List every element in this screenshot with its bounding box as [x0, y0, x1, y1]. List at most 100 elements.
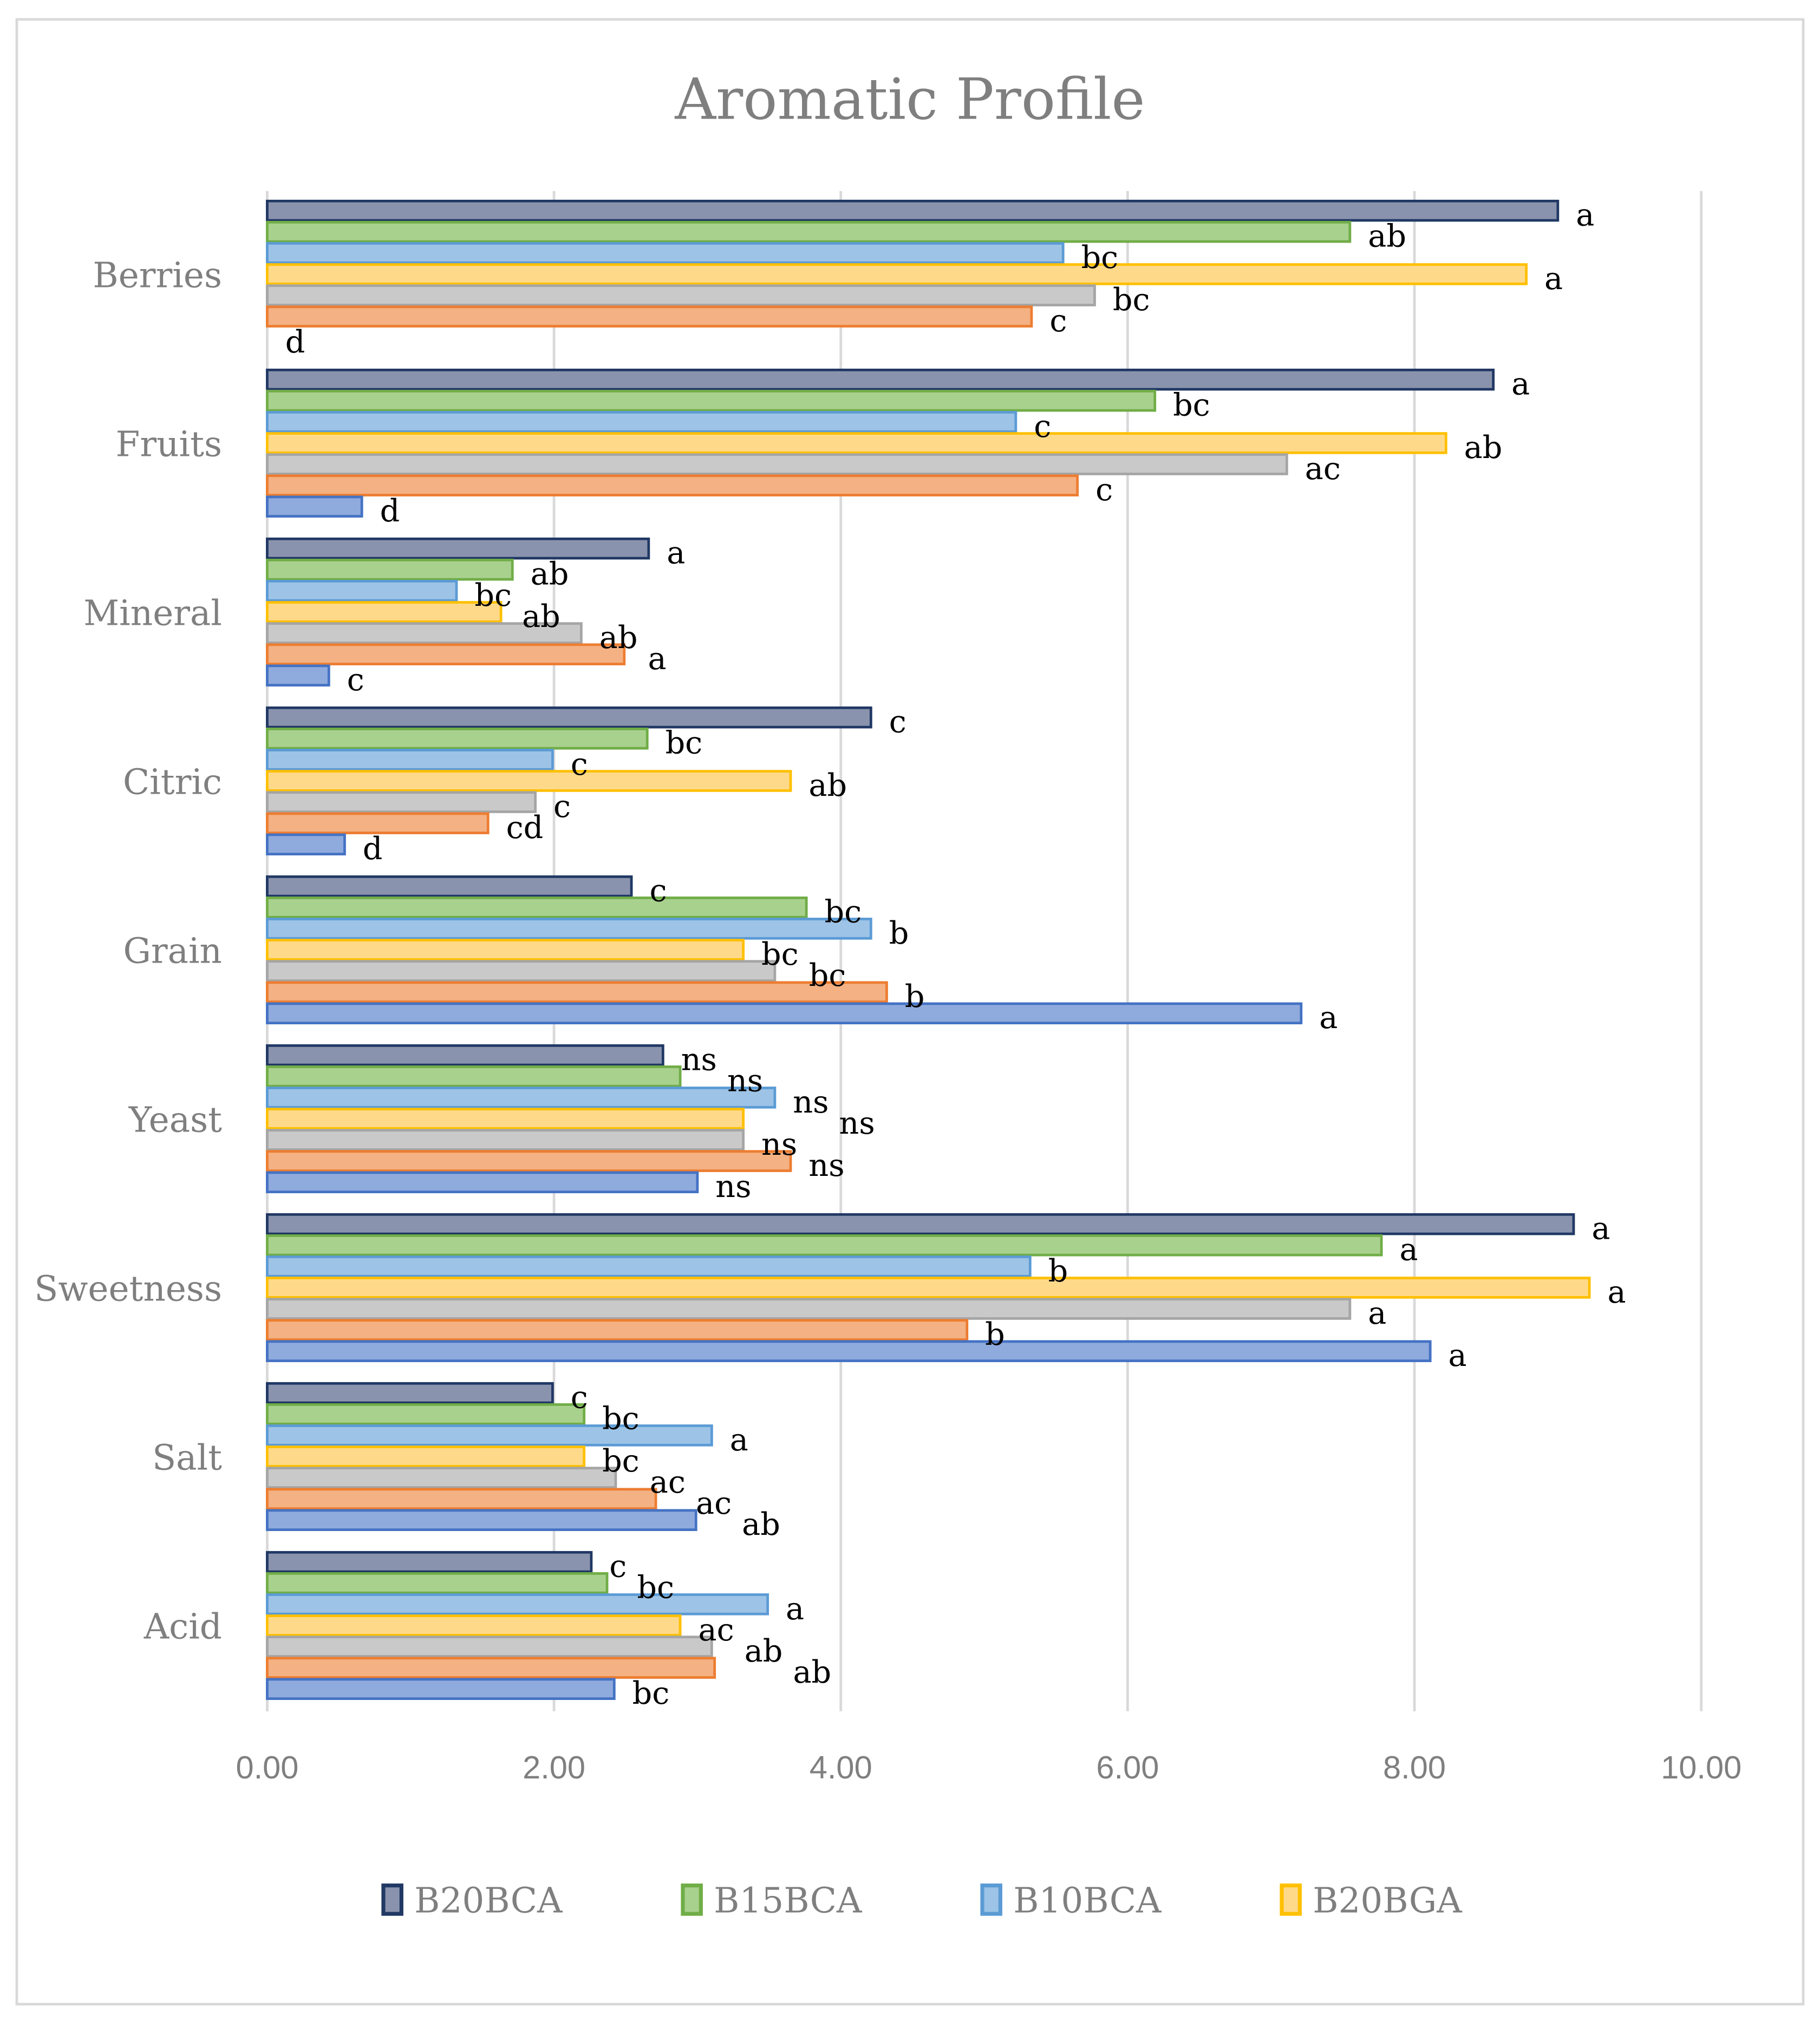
- significance-label: c: [1049, 303, 1067, 339]
- category-label: Fruits: [116, 424, 222, 465]
- bar: [266, 918, 872, 940]
- bar: [266, 1340, 1432, 1363]
- significance-label: b: [889, 915, 909, 951]
- significance-label: ab: [1368, 219, 1406, 254]
- significance-label: d: [285, 324, 305, 360]
- bar: [266, 1403, 586, 1425]
- bar: [266, 263, 1528, 285]
- bar: [266, 559, 514, 581]
- bar: [266, 1593, 769, 1616]
- significance-label: bc: [1113, 282, 1150, 318]
- category-labels: Berries Fruits Mineral Citric Grain Yeast Swee…: [34, 255, 222, 1647]
- bar: [266, 284, 1096, 306]
- significance-label: ac: [696, 1486, 732, 1521]
- bar: [266, 833, 346, 856]
- significance-label: ac: [1305, 451, 1341, 487]
- significance-label: c: [1095, 472, 1113, 508]
- significance-label: ns: [839, 1106, 875, 1141]
- bar: [266, 1298, 1352, 1320]
- bar: [266, 1065, 682, 1088]
- legend-label: B10BCA: [1013, 1881, 1162, 1921]
- significance-label: bc: [761, 937, 799, 972]
- significance-label: a: [786, 1591, 804, 1627]
- bar: [266, 242, 1065, 264]
- bar: [266, 1488, 657, 1510]
- significance-label: bc: [632, 1676, 670, 1711]
- bar: [266, 812, 490, 834]
- significance-label: a: [1576, 198, 1594, 233]
- significance-label: a: [730, 1422, 748, 1458]
- significance-label: cd: [506, 810, 544, 846]
- significance-label: c: [571, 1380, 588, 1416]
- significance-label: ab: [742, 1507, 780, 1542]
- significance-labels: aabbcabccdabccabaccdaabbcababaccbccabccd…: [285, 198, 1626, 1712]
- significance-label: bc: [825, 894, 862, 930]
- category-label: Yeast: [128, 1100, 222, 1140]
- significance-label: ac: [650, 1464, 686, 1500]
- bar: [266, 411, 1017, 433]
- bar: [266, 664, 330, 687]
- category-label: Berries: [93, 255, 222, 296]
- bar: [266, 1108, 745, 1130]
- bar: [266, 1171, 699, 1194]
- bar: [266, 1319, 969, 1341]
- significance-label: bc: [809, 958, 846, 993]
- significance-label: ns: [727, 1063, 763, 1099]
- bar: [266, 1234, 1383, 1257]
- bar: [266, 622, 583, 644]
- bar: [266, 537, 650, 560]
- x-tick-label: 10.00: [1661, 1749, 1741, 1785]
- significance-label: bc: [602, 1443, 640, 1479]
- bar: [266, 1424, 713, 1447]
- bar: [266, 1129, 745, 1151]
- legend-label: B15BCA: [714, 1881, 863, 1921]
- legend-label: B20BGA: [1313, 1881, 1463, 1921]
- bar: [266, 1509, 697, 1532]
- significance-label: c: [649, 873, 667, 909]
- x-tick-labels: 0.00 2.00 4.00 6.00 8.00 10.00: [236, 1749, 1741, 1785]
- bar: [266, 432, 1447, 454]
- x-tick-label: 2.00: [523, 1749, 585, 1785]
- bar: [266, 474, 1079, 496]
- bar: [266, 981, 888, 1003]
- category-label: Sweetness: [34, 1268, 222, 1309]
- x-tick-label: 4.00: [810, 1749, 872, 1785]
- bar: [266, 221, 1352, 243]
- bar: [266, 199, 1560, 222]
- significance-label: ns: [681, 1042, 717, 1078]
- bar: [266, 580, 458, 602]
- bar: [266, 897, 808, 919]
- x-tick-label: 8.00: [1383, 1749, 1446, 1785]
- bar: [266, 1087, 777, 1109]
- bar: [266, 305, 1033, 328]
- x-tick-label: 6.00: [1096, 1749, 1159, 1785]
- significance-label: a: [1544, 261, 1563, 297]
- bar: [266, 1255, 1032, 1278]
- significance-label: ns: [761, 1127, 797, 1162]
- bar: [266, 1614, 682, 1637]
- bar: [266, 1044, 664, 1067]
- significance-label: a: [1608, 1274, 1626, 1310]
- legend-swatch: [681, 1883, 703, 1916]
- bar: [266, 1678, 616, 1700]
- significance-label: c: [347, 662, 364, 698]
- significance-label: d: [363, 831, 383, 867]
- significance-label: ab: [1464, 430, 1503, 466]
- significance-label: ab: [745, 1633, 783, 1669]
- bar: [266, 1657, 716, 1679]
- bars: [266, 199, 1591, 1700]
- significance-label: c: [571, 747, 588, 782]
- significance-label: bc: [1081, 240, 1119, 276]
- legend-swatch: [381, 1883, 403, 1916]
- significance-label: bc: [1173, 388, 1210, 423]
- significance-label: a: [1319, 1000, 1338, 1036]
- significance-label: c: [1034, 409, 1051, 444]
- bar: [266, 939, 745, 961]
- significance-label: ns: [808, 1148, 844, 1183]
- bar: [266, 875, 633, 898]
- significance-label: ns: [715, 1169, 751, 1205]
- significance-label: a: [1591, 1211, 1610, 1247]
- significance-label: c: [553, 789, 571, 825]
- significance-label: b: [1048, 1253, 1068, 1289]
